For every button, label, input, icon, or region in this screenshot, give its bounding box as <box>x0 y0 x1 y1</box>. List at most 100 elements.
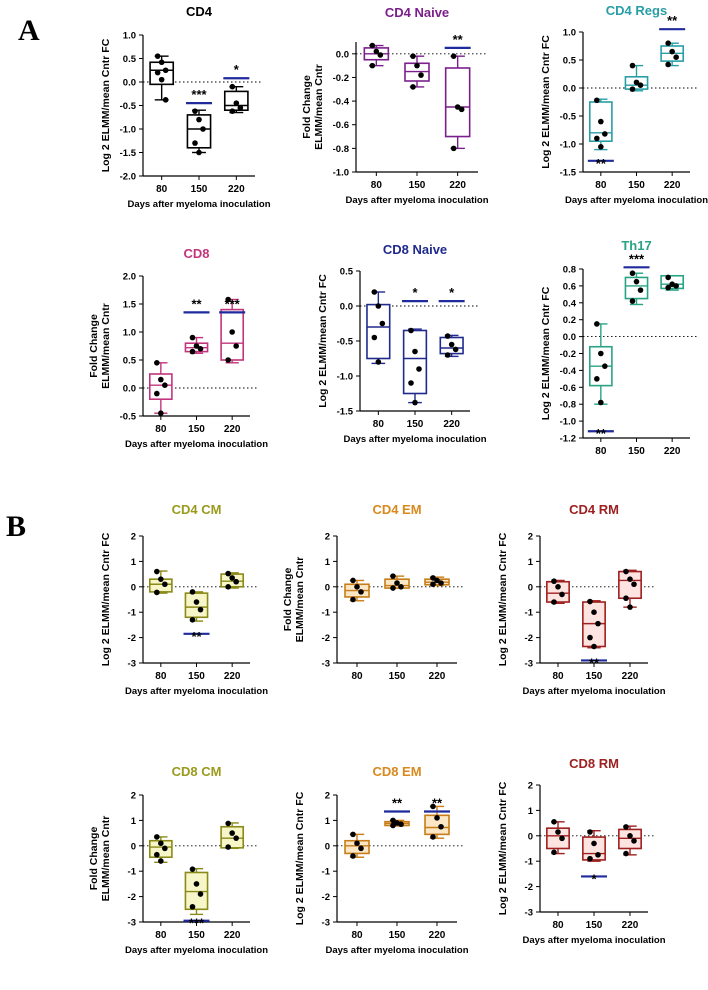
box-80 <box>366 289 391 365</box>
x-tick-label: 150 <box>188 424 205 435</box>
y-tick-label: -0.6 <box>560 383 576 394</box>
data-point <box>193 343 200 349</box>
data-point <box>665 40 671 46</box>
box-150 <box>624 270 649 306</box>
y-tick-label: 0 <box>131 841 136 852</box>
data-point <box>430 834 436 840</box>
data-point <box>444 333 451 339</box>
data-point <box>225 570 231 577</box>
y-axis-label: Log 2 ELMM/mean Cntr FC <box>497 532 509 666</box>
data-point <box>452 346 459 353</box>
x-tick-label: 150 <box>586 671 603 682</box>
x-axis-label: Days after myeloma inoculation <box>127 199 270 210</box>
data-point <box>448 341 455 348</box>
data-point <box>591 609 597 615</box>
y-tick-label: 0.6 <box>563 281 576 292</box>
data-point <box>594 376 600 382</box>
data-point <box>390 817 396 824</box>
data-point <box>410 53 416 59</box>
significance-label: ** <box>596 156 607 171</box>
x-tick-label: 220 <box>224 930 241 941</box>
data-point <box>434 815 440 821</box>
y-tick-label: 2 <box>528 781 533 792</box>
x-tick-label: 80 <box>552 920 564 931</box>
y-tick-label: -0.5 <box>560 112 577 123</box>
data-point <box>631 581 637 588</box>
y-axis-label: ELMM/mean Cntr <box>313 64 325 150</box>
y-axis-label: ELMM/mean Cntr <box>294 557 306 643</box>
data-point <box>225 844 231 850</box>
box-80 <box>148 360 173 417</box>
box-body <box>546 827 570 850</box>
chart-4: CD8 2.0 1.5 1.0 0.5 0.0 -0.5 80 150 220 Days after… <box>88 246 268 450</box>
data-point <box>192 108 198 114</box>
y-tick-label: 1 <box>325 816 331 827</box>
x-tick-label: 150 <box>188 930 205 941</box>
x-tick-label: 220 <box>443 419 460 430</box>
box-150 <box>184 334 209 355</box>
data-point <box>598 350 604 357</box>
significance-label: ** <box>589 655 600 670</box>
x-tick-label: 80 <box>155 671 167 682</box>
y-tick-label: -2 <box>128 633 136 644</box>
x-tick-label: 150 <box>188 671 205 682</box>
x-tick-label: 220 <box>622 671 639 682</box>
x-tick-label: 80 <box>552 671 564 682</box>
data-point <box>189 903 196 910</box>
box-body <box>220 825 245 849</box>
x-tick-label: 80 <box>595 180 607 191</box>
data-point <box>408 380 414 386</box>
box-150 <box>184 866 209 916</box>
data-point <box>591 643 597 650</box>
significance-label: * <box>234 62 240 77</box>
chart-title: CD8 <box>183 246 209 261</box>
x-axis-label: Days after myeloma inoculation <box>565 195 708 206</box>
x-tick-label: 220 <box>664 180 681 191</box>
chart-title: CD8 EM <box>372 764 421 779</box>
y-tick-label: -0.5 <box>337 337 354 348</box>
y-tick-label: -1.5 <box>560 168 577 179</box>
panel-label-a: A <box>18 14 40 47</box>
significance-label: ** <box>453 32 464 47</box>
data-point <box>587 855 593 862</box>
data-point <box>559 591 565 598</box>
data-point <box>629 298 636 304</box>
chart-title: CD4 EM <box>372 502 421 517</box>
box-220 <box>618 568 642 610</box>
x-tick-label: 150 <box>389 671 406 682</box>
data-point <box>189 589 196 595</box>
data-point <box>637 82 644 88</box>
data-point <box>665 274 671 281</box>
significance-label: *** <box>225 296 241 311</box>
y-tick-label: -0.8 <box>560 400 576 411</box>
data-point <box>192 140 198 146</box>
y-tick-label: 1.0 <box>563 28 576 39</box>
data-point <box>193 881 200 887</box>
data-point <box>598 399 604 406</box>
data-point <box>623 568 629 575</box>
y-tick-label: -3 <box>128 918 136 929</box>
significance-label: * <box>412 285 418 300</box>
data-point <box>162 97 169 103</box>
y-axis-label: Log 2 ELMM/mean Cntr FC <box>100 38 112 172</box>
box-80 <box>546 578 570 605</box>
y-tick-label: 0.0 <box>340 302 353 313</box>
y-axis-label: Log 2 ELMM/mean Cntr FC <box>540 35 552 169</box>
data-point <box>412 348 418 355</box>
x-tick-label: 220 <box>622 920 639 931</box>
data-point <box>623 595 629 602</box>
data-point <box>375 359 382 365</box>
x-tick-label: 80 <box>373 419 385 430</box>
x-tick-label: 150 <box>628 446 645 457</box>
data-point <box>430 803 436 810</box>
data-point <box>594 97 600 104</box>
chart-7: CD4 CM 2 1 0 -1 -2 -3 80 150 220 Days after myelom… <box>100 502 268 697</box>
y-tick-label: 0.5 <box>123 356 137 367</box>
box-body <box>444 67 471 138</box>
y-tick-label: -0.5 <box>120 412 137 423</box>
data-point <box>551 578 557 585</box>
y-tick-label: -1.2 <box>560 434 576 445</box>
box-150 <box>186 108 212 156</box>
data-point <box>197 346 204 352</box>
chart-title: CD4 Regs <box>606 3 667 18</box>
